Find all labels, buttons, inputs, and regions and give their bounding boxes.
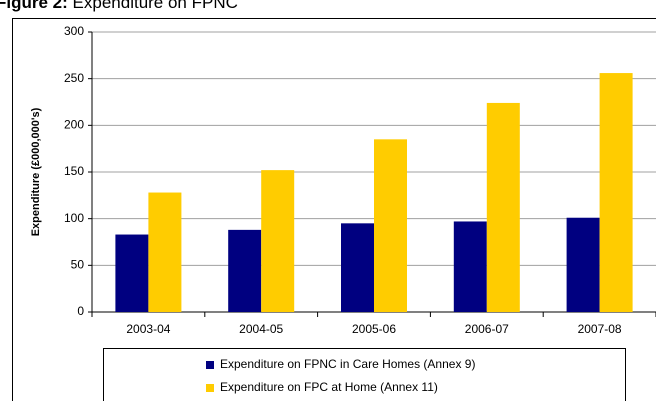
bar	[341, 223, 374, 312]
bar	[486, 102, 520, 312]
bar	[566, 217, 600, 312]
legend-label: Expenditure on FPNC in Care Homes (Annex…	[220, 357, 475, 371]
x-tick-label: 2006-07	[465, 322, 509, 336]
x-tick-label: 2007-08	[578, 322, 622, 336]
title-text: Expenditure on FPNC	[73, 0, 238, 12]
y-tick-label: 250	[64, 71, 84, 85]
bar	[148, 192, 182, 312]
y-axis-label: Expenditure (£000,000's)	[30, 107, 42, 236]
title-label: Figure 2:	[0, 0, 68, 12]
y-tick-label: 100	[64, 211, 84, 225]
y-tick-label: 150	[64, 164, 84, 178]
bar	[453, 221, 487, 312]
y-tick-label: 50	[71, 258, 85, 272]
chart-title: Figure 2: Expenditure on FPNC	[0, 0, 238, 12]
bar	[115, 234, 149, 312]
legend-swatch	[206, 384, 214, 392]
bar	[599, 73, 633, 312]
bar	[228, 229, 262, 312]
x-tick-label: 2005-06	[352, 322, 396, 336]
y-tick-label: 200	[64, 118, 84, 132]
y-tick-label: 0	[77, 304, 84, 318]
legend-swatch	[206, 361, 214, 369]
bar	[261, 170, 295, 312]
chart-frame	[12, 18, 656, 401]
legend	[103, 348, 626, 401]
legend-label: Expenditure on FPC at Home (Annex 11)	[220, 380, 438, 394]
bar	[374, 139, 407, 312]
x-tick-label: 2003-04	[126, 322, 170, 336]
x-tick-label: 2004-05	[239, 322, 283, 336]
y-tick-label: 300	[64, 24, 84, 38]
